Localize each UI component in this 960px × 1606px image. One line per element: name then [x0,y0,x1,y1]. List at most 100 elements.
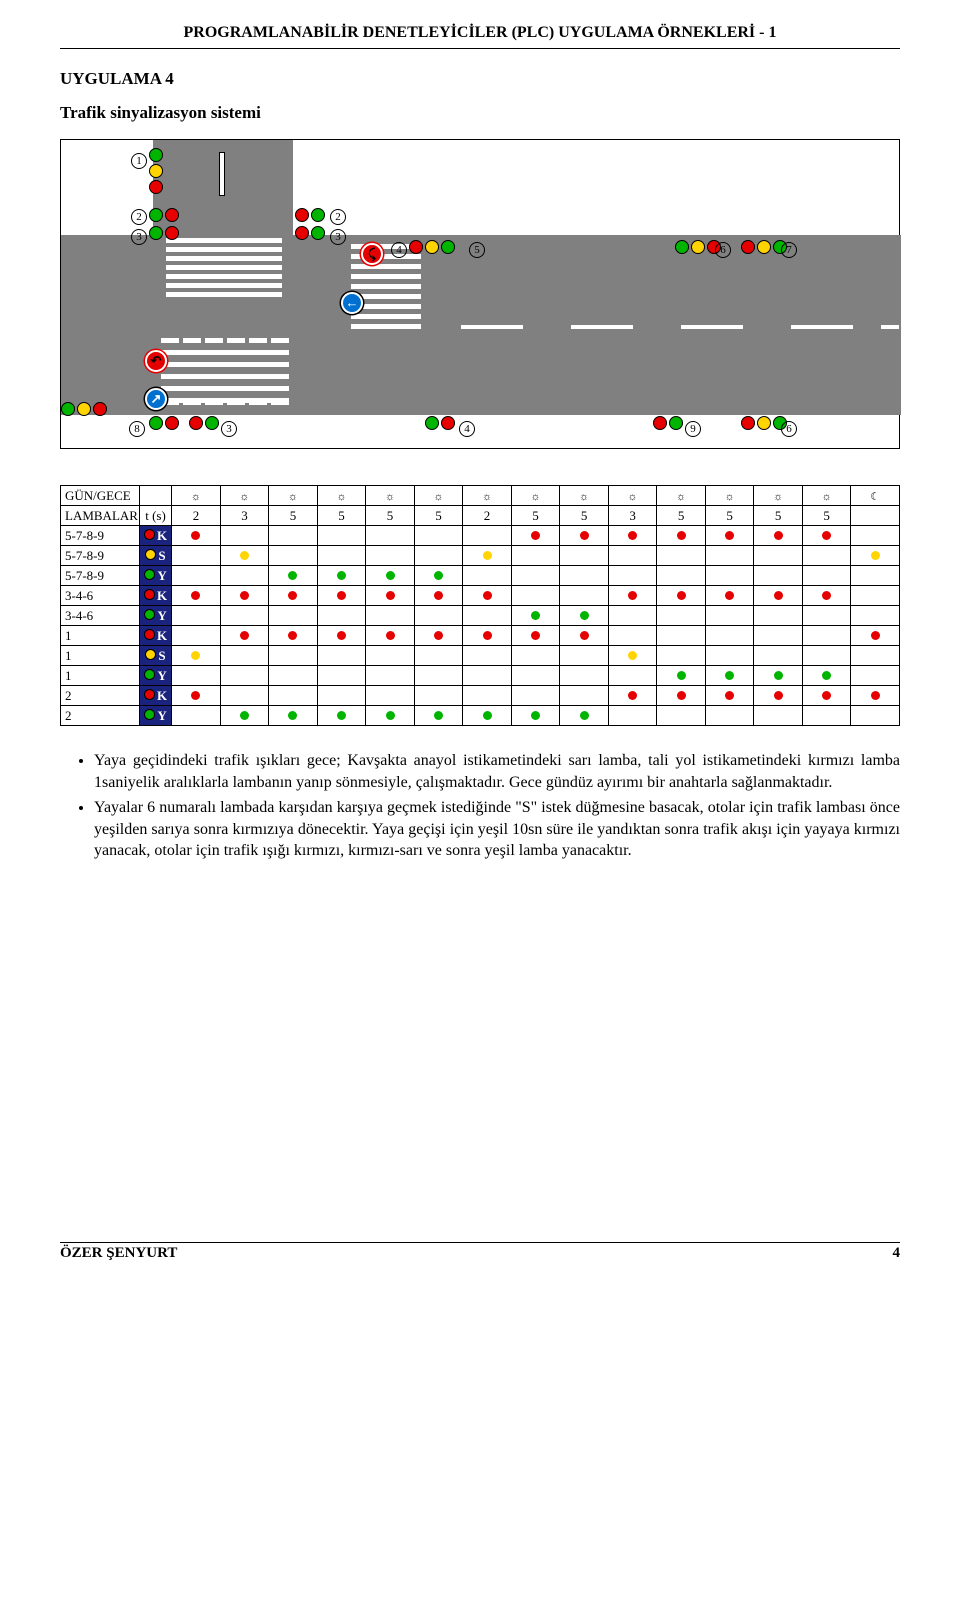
state-cell [269,686,318,706]
light-red [741,416,755,430]
state-cell [220,686,269,706]
signal-type-Y: Y [139,666,171,686]
state-cell [463,666,512,686]
light-red [165,416,179,430]
state-cell [851,606,900,626]
time-cell: 5 [754,506,803,526]
state-cell [366,646,415,666]
signal-type-K: K [139,586,171,606]
header-rule [60,48,900,49]
state-cell [560,566,609,586]
state-cell [608,606,657,626]
state-cell [414,526,463,546]
state-cell [269,626,318,646]
light-yellow [691,240,705,254]
state-cell [560,626,609,646]
state-cell [366,526,415,546]
label-3: 3 [131,229,147,245]
state-cell [657,686,706,706]
state-cell [802,586,851,606]
row-label: 5-7-8-9 [61,546,140,566]
header-cell: ☼ [754,486,803,506]
state-cell [463,706,512,726]
label-2: 2 [330,209,346,225]
page-header: PROGRAMLANABİLİR DENETLEYİCİLER (PLC) UY… [60,24,900,42]
state-cell [414,646,463,666]
traffic-diagram: 12323456783496⤹←↶↗ [60,139,900,449]
light-yellow [149,164,163,178]
label-6: 6 [781,421,797,437]
state-cell [657,606,706,626]
signal-type-S: S [139,546,171,566]
state-cell [172,646,221,666]
signal-type-Y: Y [139,606,171,626]
light-red [653,416,667,430]
header-cell: ☼ [269,486,318,506]
row-label: 1 [61,646,140,666]
state-cell [560,686,609,706]
state-cell [317,626,366,646]
state-cell [414,586,463,606]
state-cell [269,606,318,626]
light-yellow [757,416,771,430]
header-cell: ☼ [172,486,221,506]
state-cell [269,546,318,566]
state-cell [705,526,754,546]
state-cell [463,606,512,626]
state-cell [366,626,415,646]
state-cell [851,706,900,726]
label-3: 3 [221,421,237,437]
time-cell: 5 [511,506,560,526]
state-cell [705,646,754,666]
state-cell [754,706,803,726]
state-cell [705,606,754,626]
state-cell [511,646,560,666]
state-cell [414,566,463,586]
state-cell [172,526,221,546]
page-footer: ÖZER ŞENYURT 4 [60,1242,900,1262]
state-cell [802,546,851,566]
state-cell [220,546,269,566]
timing-table: GÜN/GECE☼☼☼☼☼☼☼☼☼☼☼☼☼☼☾LAMBALARt (s)2355… [60,485,900,726]
state-cell [317,606,366,626]
state-cell [657,626,706,646]
state-cell [414,606,463,626]
light-green [311,208,325,222]
state-cell [705,626,754,646]
header-lambalar: LAMBALAR [61,506,140,526]
state-cell [705,586,754,606]
light-green [675,240,689,254]
state-cell [511,526,560,546]
light-yellow [757,240,771,254]
state-cell [317,546,366,566]
state-cell [366,706,415,726]
state-cell [802,686,851,706]
state-cell [269,646,318,666]
state-cell [366,666,415,686]
state-cell [851,666,900,686]
state-cell [366,686,415,706]
state-cell [463,646,512,666]
row-label: 2 [61,686,140,706]
header-cell: ☼ [317,486,366,506]
light-green [149,226,163,240]
light-yellow [425,240,439,254]
state-cell [317,586,366,606]
state-cell [511,626,560,646]
state-cell [463,586,512,606]
light-red [295,226,309,240]
state-cell [366,606,415,626]
header-cell: ☼ [511,486,560,506]
description-list: Yaya geçidindeki trafik ışıkları gece; K… [60,750,900,862]
state-cell [560,586,609,606]
row-label: 1 [61,626,140,646]
state-cell [657,666,706,686]
state-cell [511,666,560,686]
state-cell [317,566,366,586]
state-cell [608,646,657,666]
state-cell [172,706,221,726]
header-cell: ☼ [560,486,609,506]
state-cell [220,586,269,606]
state-cell [511,606,560,626]
time-cell: 5 [802,506,851,526]
